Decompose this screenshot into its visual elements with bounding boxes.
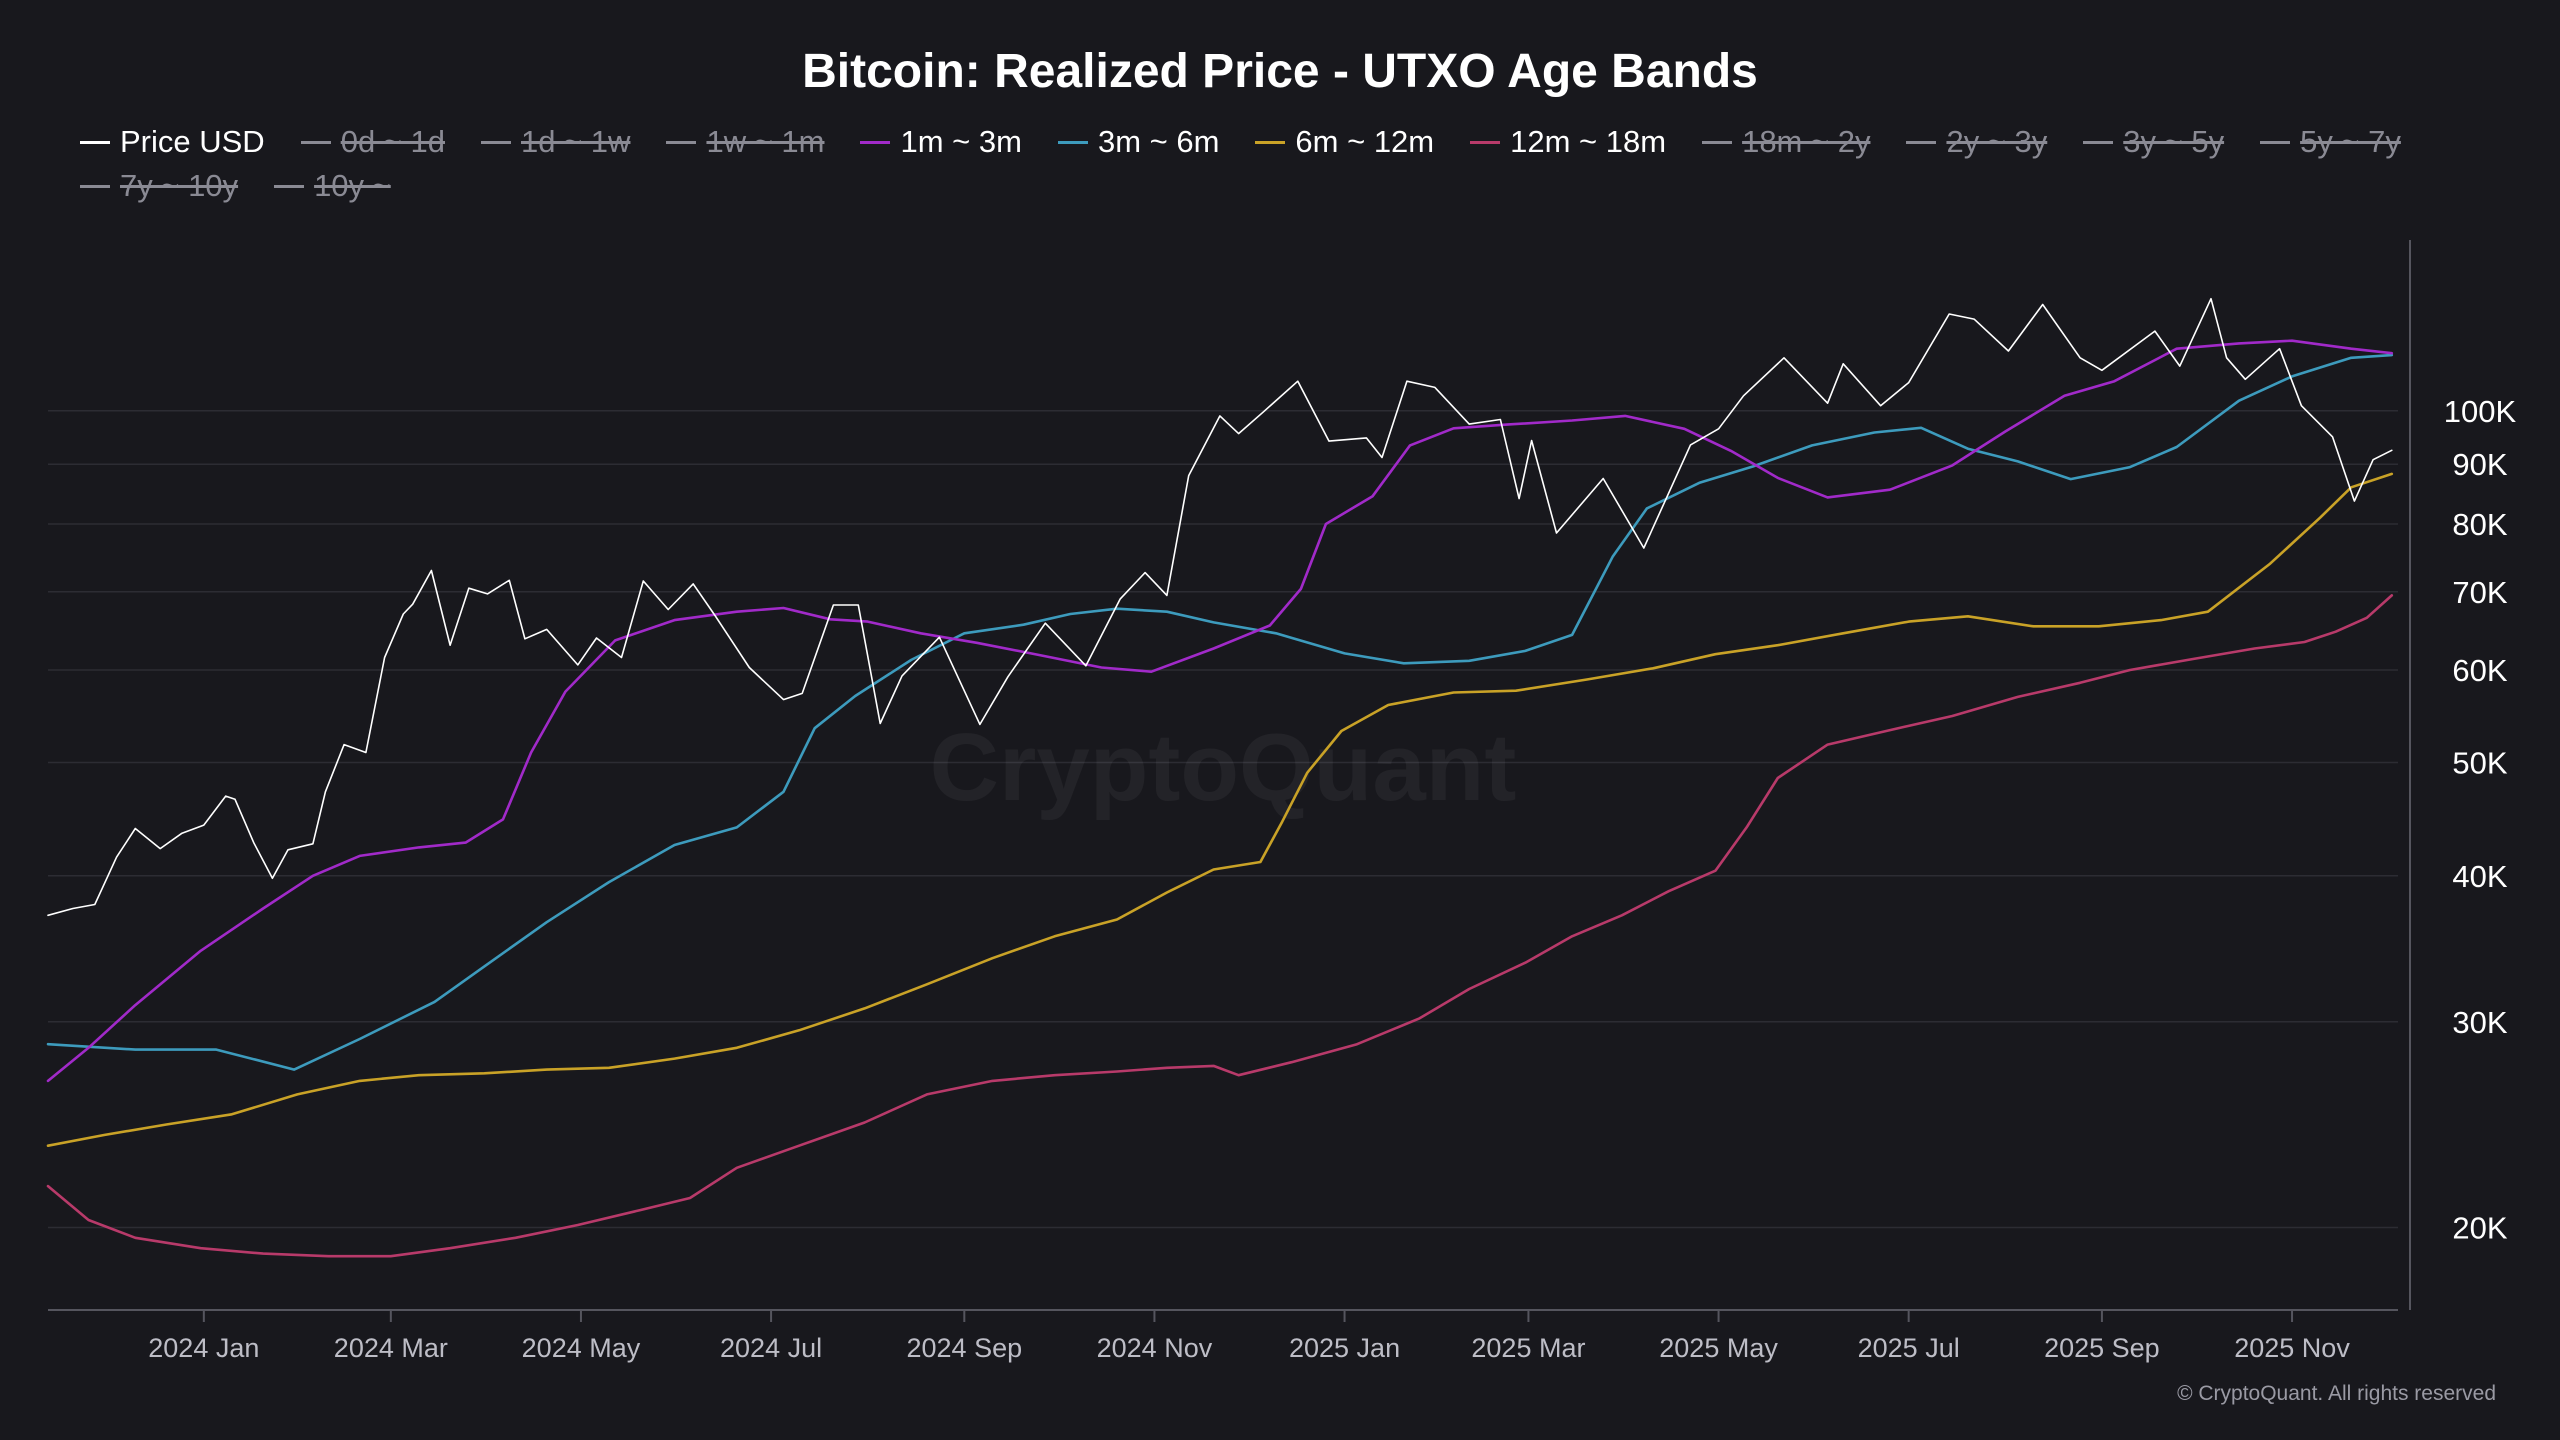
x-tick-label: 2024 Nov bbox=[1097, 1333, 1213, 1363]
legend-swatch bbox=[300, 140, 331, 144]
y-tick-label: 60K bbox=[2452, 653, 2507, 688]
legend-label: 18m ~ 2y bbox=[1742, 124, 1871, 159]
legend-label: 12m ~ 18m bbox=[1510, 124, 1667, 159]
legend-label: 1d ~ 1w bbox=[521, 124, 631, 159]
legend-item-0d-1d[interactable]: 0d ~ 1d bbox=[300, 124, 445, 160]
x-tick-label: 2025 Nov bbox=[2234, 1333, 2350, 1363]
legend-label: 1m ~ 3m bbox=[900, 124, 1022, 159]
series-line-price-usd[interactable] bbox=[47, 297, 2393, 917]
x-tick-label: 2025 Jul bbox=[1858, 1333, 1960, 1363]
legend-item-18m-2y[interactable]: 18m ~ 2y bbox=[1702, 124, 1870, 160]
legend-label: 10y ~ bbox=[314, 168, 391, 203]
legend-item-7y-10y[interactable]: 7y ~ 10y bbox=[80, 168, 238, 204]
x-tick-label: 2025 Sep bbox=[2044, 1333, 2160, 1363]
legend-item-2y-3y[interactable]: 2y ~ 3y bbox=[1906, 124, 2047, 160]
y-tick-label: 40K bbox=[2452, 859, 2507, 894]
legend-swatch bbox=[1255, 140, 1286, 144]
y-tick-label: 20K bbox=[2452, 1211, 2507, 1246]
legend-swatch bbox=[80, 140, 110, 144]
series-line-1m-3m[interactable] bbox=[46, 339, 2394, 1083]
y-tick-label: 50K bbox=[2452, 746, 2507, 781]
series-line-6m-12m[interactable] bbox=[46, 472, 2394, 1147]
y-tick-label: 90K bbox=[2452, 447, 2507, 482]
legend-swatch bbox=[1470, 140, 1501, 144]
legend-item-1m-3m[interactable]: 1m ~ 3m bbox=[860, 124, 1022, 160]
legend-item-3y-5y[interactable]: 3y ~ 5y bbox=[2083, 124, 2224, 160]
legend-item-3m-6m[interactable]: 3m ~ 6m bbox=[1057, 124, 1220, 160]
legend-swatch bbox=[2083, 140, 2114, 144]
legend-item-10y[interactable]: 10y ~ bbox=[274, 168, 391, 204]
legend-item-price-usd[interactable]: Price USD bbox=[80, 124, 265, 160]
y-tick-label: 100K bbox=[2444, 394, 2517, 429]
x-tick-label: 2025 Mar bbox=[1471, 1333, 1585, 1363]
y-tick-label: 80K bbox=[2452, 507, 2507, 542]
legend-swatch bbox=[2260, 140, 2291, 144]
y-tick-label: 30K bbox=[2452, 1005, 2507, 1040]
series-line-3m-6m[interactable] bbox=[46, 353, 2394, 1071]
legend-swatch bbox=[1906, 140, 1937, 144]
y-tick-label: 70K bbox=[2452, 575, 2507, 610]
watermark-logo: CryptoQuant bbox=[930, 714, 1517, 821]
legend-label: 5y ~ 7y bbox=[2300, 124, 2401, 159]
legend-label: 6m ~ 12m bbox=[1295, 124, 1435, 159]
legend-label: Price USD bbox=[120, 124, 265, 159]
x-tick-label: 2025 May bbox=[1659, 1333, 1778, 1363]
series-line-12m-18m[interactable] bbox=[46, 594, 2394, 1258]
legend: Price USD 0d ~ 1d 1d ~ 1w 1w ~ 1m 1m ~ 3m 3m … bbox=[80, 124, 2510, 204]
legend-item-1w-1m[interactable]: 1w ~ 1m bbox=[666, 124, 824, 160]
x-tick-label: 2024 Mar bbox=[334, 1333, 448, 1363]
legend-swatch bbox=[274, 184, 305, 188]
legend-label: 7y ~ 10y bbox=[120, 168, 239, 203]
x-tick-label: 2024 Sep bbox=[907, 1333, 1023, 1363]
x-tick-label: 2025 Jan bbox=[1289, 1333, 1400, 1363]
legend-label: 0d ~ 1d bbox=[340, 124, 445, 159]
legend-item-12m-18m[interactable]: 12m ~ 18m bbox=[1470, 124, 1666, 160]
legend-item-6m-12m[interactable]: 6m ~ 12m bbox=[1255, 124, 1434, 160]
copyright-notice: © CryptoQuant. All rights reserved bbox=[2177, 1382, 2496, 1405]
chart-title: Bitcoin: Realized Price - UTXO Age Bands bbox=[802, 45, 1758, 98]
legend-swatch bbox=[481, 140, 511, 144]
x-tick-label: 2024 Jan bbox=[148, 1333, 259, 1363]
legend-swatch bbox=[1057, 140, 1088, 144]
legend-item-5y-7y[interactable]: 5y ~ 7y bbox=[2260, 124, 2401, 160]
legend-swatch bbox=[860, 140, 891, 144]
x-tick-label: 2024 May bbox=[522, 1333, 641, 1363]
legend-swatch bbox=[1702, 140, 1733, 144]
x-tick-label: 2024 Jul bbox=[720, 1333, 822, 1363]
legend-label: 3m ~ 6m bbox=[1097, 124, 1220, 159]
legend-swatch bbox=[666, 140, 697, 144]
legend-label: 2y ~ 3y bbox=[1946, 124, 2048, 159]
legend-label: 1w ~ 1m bbox=[706, 124, 825, 159]
legend-label: 3y ~ 5y bbox=[2123, 124, 2225, 159]
legend-swatch bbox=[80, 184, 110, 188]
legend-item-1d-1w[interactable]: 1d ~ 1w bbox=[481, 124, 630, 160]
